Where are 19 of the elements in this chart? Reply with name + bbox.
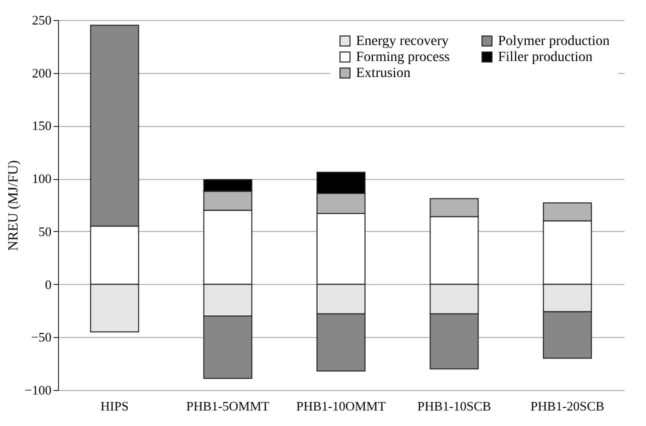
legend-label: Forming process — [356, 50, 450, 65]
y-tick-label: 50 — [38, 224, 52, 239]
y-tick-label: 250 — [32, 12, 52, 28]
y-tick-label: 200 — [32, 65, 52, 80]
x-tick-label: PHB1-10SCB — [417, 398, 492, 414]
legend-label: Extrusion — [356, 66, 410, 81]
y-tick-label: −50 — [31, 330, 52, 345]
x-tick-label: PHB1-20SCB — [530, 398, 605, 414]
x-tick-label: PHB1-10OMMT — [296, 398, 386, 414]
y-tick-label: −100 — [24, 382, 52, 398]
legend-label: Energy recovery — [356, 34, 449, 49]
legend-label: Filler production — [498, 50, 592, 65]
y-axis-title: NREU (MJ/FU) — [6, 160, 22, 251]
x-tick-label: PHB1-5OMMT — [186, 398, 270, 414]
legend-label: Polymer production — [498, 34, 610, 49]
x-tick-label: HIPS — [100, 398, 129, 414]
y-tick-label: 100 — [32, 171, 52, 186]
y-tick-label: 0 — [45, 276, 52, 292]
y-tick-label: 150 — [32, 118, 52, 134]
